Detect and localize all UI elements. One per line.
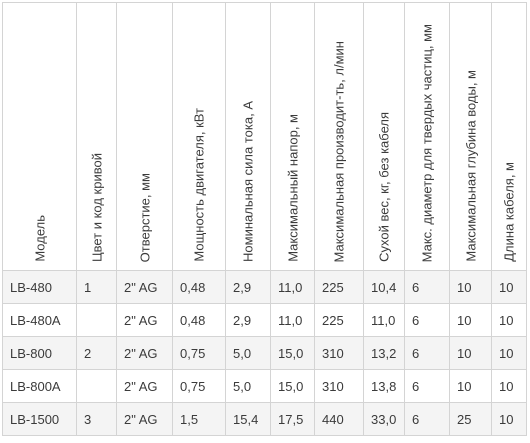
header-cell-rated-current: Номинальная сила тока, А [225, 2, 271, 271]
table-row: LB-1500 3 2" AG 1,5 15,4 17,5 440 33,0 6… [2, 402, 527, 436]
header-label: Мощность двигателя, кВт [191, 108, 207, 262]
specs-table: Модель Цвет и код кривой Отверстие, мм М… [2, 2, 527, 436]
header-label: Длина кабеля, м [501, 162, 517, 262]
cell-model: LB-800A [2, 369, 77, 403]
cell-color-curve: 2 [76, 336, 117, 370]
cell-model: LB-800 [2, 336, 77, 370]
header-cell-outlet: Отверстие, мм [116, 2, 173, 271]
header-row: Модель Цвет и код кривой Отверстие, мм М… [2, 2, 527, 271]
header-label: Макс. диаметр для твердых частиц, мм [419, 23, 435, 262]
cell-rated-current: 2,9 [225, 303, 271, 337]
cell-outlet: 2" AG [116, 336, 173, 370]
cell-max-flow: 310 [314, 336, 364, 370]
cell-max-flow: 310 [314, 369, 364, 403]
header-cell-model: Модель [2, 2, 77, 271]
cell-motor-power: 0,75 [172, 336, 226, 370]
header-label: Максимальная глубина воды, м [463, 70, 478, 262]
cell-dry-weight: 13,8 [363, 369, 405, 403]
cell-dry-weight: 11,0 [363, 303, 405, 337]
cell-max-depth: 10 [449, 369, 492, 403]
cell-max-head: 15,0 [270, 336, 315, 370]
cell-model: LB-480 [2, 270, 77, 304]
header-label: Сухой вес, кг, без кабеля [376, 112, 392, 262]
cell-max-flow: 225 [314, 303, 364, 337]
header-label: Максимальный напор, м [285, 114, 300, 262]
header-cell-max-head: Максимальный напор, м [270, 2, 315, 271]
header-cell-max-depth: Максимальная глубина воды, м [449, 2, 492, 271]
cell-model: LB-1500 [2, 402, 77, 436]
header-cell-motor-power: Мощность двигателя, кВт [172, 2, 226, 271]
cell-rated-current: 2,9 [225, 270, 271, 304]
cell-color-curve [76, 303, 117, 337]
cell-color-curve: 1 [76, 270, 117, 304]
cell-motor-power: 0,75 [172, 369, 226, 403]
cell-max-particle: 6 [404, 336, 450, 370]
cell-outlet: 2" AG [116, 270, 173, 304]
cell-cable-length: 10 [491, 270, 527, 304]
header-label: Номинальная сила тока, А [240, 101, 256, 262]
table-row: LB-480A 2" AG 0,48 2,9 11,0 225 11,0 6 1… [2, 303, 527, 337]
header-cell-cable-length: Длина кабеля, м [491, 2, 527, 271]
cell-outlet: 2" AG [116, 303, 173, 337]
table-row: LB-480 1 2" AG 0,48 2,9 11,0 225 10,4 6 … [2, 270, 527, 304]
cell-max-flow: 225 [314, 270, 364, 304]
cell-max-particle: 6 [404, 402, 450, 436]
cell-max-particle: 6 [404, 270, 450, 304]
cell-max-particle: 6 [404, 369, 450, 403]
cell-max-head: 11,0 [270, 270, 315, 304]
cell-max-flow: 440 [314, 402, 364, 436]
cell-dry-weight: 10,4 [363, 270, 405, 304]
cell-max-depth: 10 [449, 270, 492, 304]
header-label: Цвет и код кривой [89, 152, 104, 262]
cell-dry-weight: 33,0 [363, 402, 405, 436]
table-row: LB-800 2 2" AG 0,75 5,0 15,0 310 13,2 6 … [2, 336, 527, 370]
cell-color-curve [76, 369, 117, 403]
cell-max-head: 17,5 [270, 402, 315, 436]
cell-dry-weight: 13,2 [363, 336, 405, 370]
cell-outlet: 2" AG [116, 369, 173, 403]
header-label: Отверстие, мм [137, 172, 152, 262]
header-cell-max-particle: Макс. диаметр для твердых частиц, мм [404, 2, 450, 271]
cell-max-head: 15,0 [270, 369, 315, 403]
cell-model: LB-480A [2, 303, 77, 337]
cell-max-head: 11,0 [270, 303, 315, 337]
header-cell-dry-weight: Сухой вес, кг, без кабеля [363, 2, 405, 271]
cell-rated-current: 5,0 [225, 369, 271, 403]
cell-outlet: 2" AG [116, 402, 173, 436]
cell-max-depth: 10 [449, 303, 492, 337]
header-cell-max-flow: Максимальная производит-ть, л/мин [314, 2, 364, 271]
cell-rated-current: 15,4 [225, 402, 271, 436]
table-row: LB-800A 2" AG 0,75 5,0 15,0 310 13,8 6 1… [2, 369, 527, 403]
cell-max-depth: 10 [449, 336, 492, 370]
cell-motor-power: 0,48 [172, 303, 226, 337]
cell-max-particle: 6 [404, 303, 450, 337]
cell-cable-length: 10 [491, 402, 527, 436]
cell-rated-current: 5,0 [225, 336, 271, 370]
header-label: Максимальная производит-ть, л/мин [331, 40, 347, 262]
cell-motor-power: 0,48 [172, 270, 226, 304]
cell-motor-power: 1,5 [172, 402, 226, 436]
header-cell-color-curve: Цвет и код кривой [76, 2, 117, 271]
cell-cable-length: 10 [491, 369, 527, 403]
header-label: Модель [32, 215, 47, 262]
cell-max-depth: 25 [449, 402, 492, 436]
cell-color-curve: 3 [76, 402, 117, 436]
cell-cable-length: 10 [491, 303, 527, 337]
cell-cable-length: 10 [491, 336, 527, 370]
